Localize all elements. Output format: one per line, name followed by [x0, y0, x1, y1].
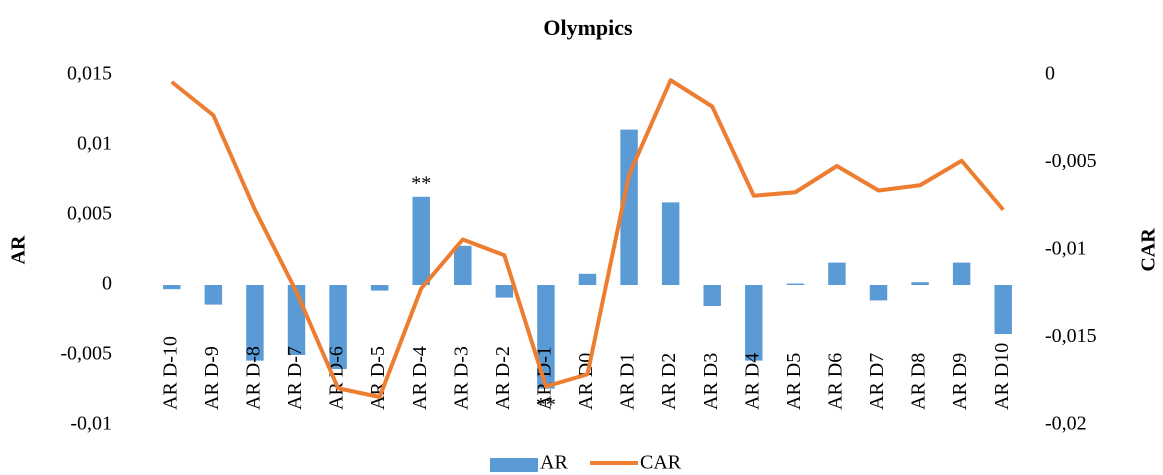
x-tick-label: AR D3 — [700, 353, 722, 410]
x-tick-label: AR D9 — [949, 353, 971, 410]
annotation: ** — [536, 394, 556, 416]
bar — [786, 283, 805, 285]
y-tick-label: 0,005 — [67, 203, 112, 225]
x-tick-label: AR D-8 — [243, 346, 265, 410]
y2-tick-label: -0,01 — [1045, 238, 1087, 260]
bar — [828, 262, 846, 285]
chart-title: Olympics — [543, 15, 633, 40]
bar — [703, 285, 721, 306]
x-tick-label: AR D-3 — [450, 346, 472, 410]
y2-axis-title: CAR — [1138, 228, 1160, 272]
legend-label: CAR — [640, 452, 682, 474]
y2-tick-label: -0,005 — [1045, 150, 1097, 172]
x-tick-label: AR D-4 — [409, 346, 431, 410]
bar — [163, 285, 181, 290]
x-tick-label: AR D-2 — [492, 346, 514, 410]
annotation: ** — [411, 172, 431, 194]
y-tick-label: 0,01 — [77, 133, 112, 155]
y2-tick-label: -0,02 — [1045, 413, 1087, 435]
bar — [204, 285, 223, 305]
x-tick-label: AR D8 — [908, 353, 930, 410]
x-tick-label: AR D5 — [783, 353, 805, 410]
x-tick-label: AR D6 — [825, 353, 847, 410]
bar — [952, 262, 971, 285]
x-tick-label: AR D0 — [575, 353, 597, 410]
bar — [745, 285, 763, 361]
y-tick-label: 0 — [102, 273, 112, 295]
bar — [246, 285, 264, 361]
bar — [329, 285, 347, 369]
y-tick-label: -0,01 — [70, 413, 112, 435]
bar — [537, 285, 555, 389]
bar — [661, 202, 680, 285]
x-tick-label: AR D-7 — [284, 346, 306, 410]
x-tick-label: AR D7 — [866, 353, 888, 410]
bar — [578, 273, 597, 285]
bar — [911, 282, 929, 285]
y2-tick-label: -0,015 — [1045, 325, 1097, 347]
bar — [495, 285, 514, 298]
x-tick-label: AR D-9 — [201, 346, 223, 410]
y2-tick-label: 0 — [1045, 63, 1055, 85]
x-tick-label: AR D4 — [741, 353, 763, 410]
bar — [412, 196, 430, 285]
x-tick-label: AR D10 — [991, 343, 1013, 410]
bar — [994, 285, 1012, 334]
x-tick-label: AR D-6 — [326, 346, 348, 410]
y-tick-label: 0,015 — [67, 63, 112, 85]
bar — [454, 245, 472, 285]
x-tick-label: AR D2 — [658, 353, 680, 410]
bar — [869, 285, 888, 301]
x-tick-label: AR D-10 — [159, 336, 181, 410]
line — [170, 78, 1005, 399]
legend-swatch — [490, 458, 538, 472]
y-tick-label: -0,005 — [60, 343, 112, 365]
legend-label: AR — [540, 452, 568, 474]
x-tick-label: AR D1 — [617, 353, 639, 410]
y-axis-title: AR — [8, 235, 30, 264]
bar — [370, 285, 389, 291]
